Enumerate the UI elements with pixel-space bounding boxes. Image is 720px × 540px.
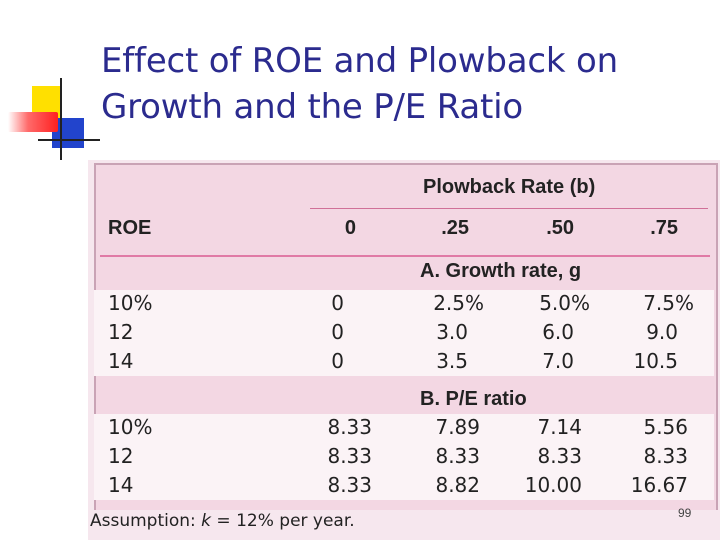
section-a-cell: 7.5% [643,291,694,315]
section-a-cell: 2.5% [433,291,484,315]
section-b-cell: 16.67 [630,473,688,497]
col-header-3: .75 [650,217,678,239]
page-number: 99 [678,506,692,520]
section-b-cell: 8.33 [327,415,372,439]
section-b-cell: 8.33 [327,444,372,468]
section-a-cell: 5.0% [539,291,590,315]
section-a-cell: 6.0 [542,320,574,344]
section-a-roe-2: 14 [108,349,134,373]
section-b-roe-1: 12 [108,444,134,468]
section-a-band [94,290,714,376]
header-rule [100,255,710,257]
section-b-band [94,414,714,500]
section-b-cell: 8.82 [435,473,480,497]
section-a-roe-1: 12 [108,320,134,344]
section-a-cell: 7.0 [542,349,574,373]
assumption-note: Assumption: k = 12% per year. [90,511,355,531]
section-a-roe-0: 10% [108,291,153,315]
assumption-suffix: = 12% per year. [211,511,355,531]
col-header-2: .50 [546,217,574,239]
section-a-cell: 3.0 [436,320,468,344]
section-b-roe-2: 14 [108,473,134,497]
col-header-0: 0 [344,217,356,239]
assumption-variable: k [201,511,212,531]
table-image: Plowback Rate (b) ROE 0 .25 .50 .75 A. G… [88,160,720,540]
section-a-label: A. Growth rate, g [420,260,582,282]
section-a-cell: 0 [331,349,344,373]
section-b-cell: 8.33 [435,444,480,468]
plowback-header-rule [310,208,708,209]
section-b-cell: 8.33 [327,473,372,497]
section-b-cell: 7.14 [537,415,582,439]
section-b-roe-0: 10% [108,415,153,439]
section-b-label: B. P/E ratio [420,388,527,410]
roe-header: ROE [108,217,152,239]
section-a-cell: 0 [331,320,344,344]
section-a-cell: 0 [331,291,344,315]
plowback-header: Plowback Rate (b) [423,176,596,198]
title-line-2: Growth and the P/E Ratio [101,87,523,127]
section-b-cell: 8.33 [537,444,582,468]
col-header-1: .25 [441,217,469,239]
section-b-cell: 8.33 [643,444,688,468]
section-b-cell: 7.89 [435,415,480,439]
slide-title: Effect of ROE and Plowback on Growth and… [101,38,701,130]
section-a-cell: 10.5 [633,349,678,373]
section-a-cell: 3.5 [436,349,468,373]
section-a-cell: 9.0 [646,320,678,344]
decor-horizontal-line [38,139,100,141]
decor-red-bar [8,112,58,132]
section-b-cell: 10.00 [524,473,582,497]
slide-decoration [0,0,100,170]
assumption-prefix: Assumption: [90,511,202,531]
title-line-1: Effect of ROE and Plowback on [101,41,618,81]
section-b-cell: 5.56 [643,415,688,439]
decor-vertical-line [60,78,62,160]
